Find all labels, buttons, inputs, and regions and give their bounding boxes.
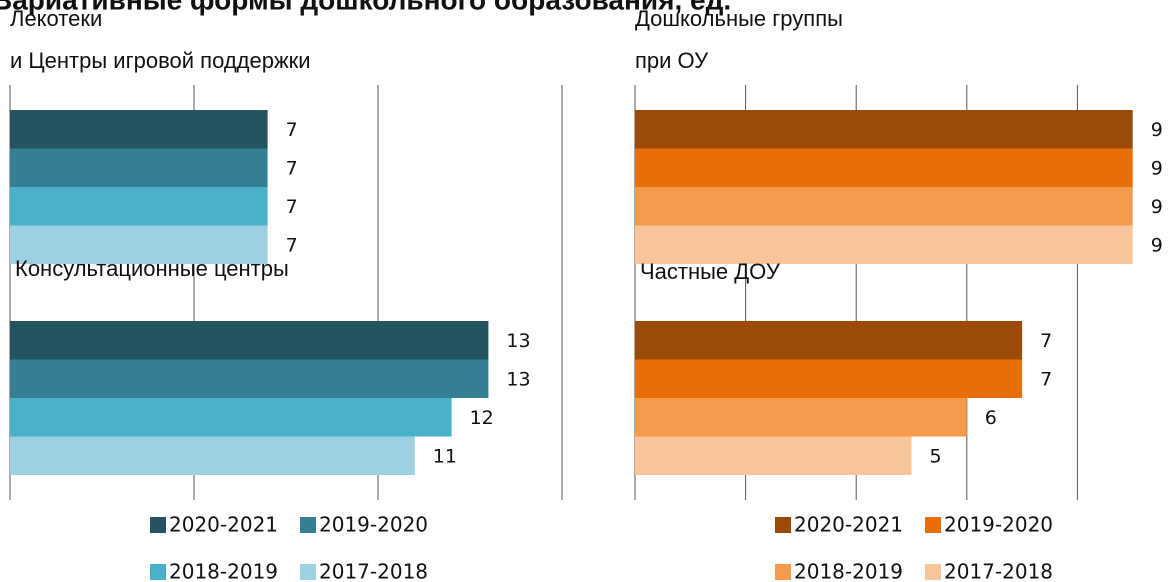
value-label: 9 <box>1151 157 1163 179</box>
value-label: 7 <box>1040 368 1052 390</box>
legend-label: 2020-2021 <box>169 513 278 537</box>
value-label: 7 <box>286 157 298 179</box>
value-label: 9 <box>1151 196 1163 218</box>
bar <box>10 187 268 226</box>
legend-label: 2019-2020 <box>319 513 428 537</box>
value-label: 12 <box>470 407 494 429</box>
bar <box>10 398 452 437</box>
subchart-title: при ОУ <box>635 48 709 73</box>
legend-swatch <box>150 517 166 533</box>
subchart-title: и Центры игровой поддержки <box>10 48 311 73</box>
bar <box>635 110 1133 149</box>
legend-swatch <box>300 517 316 533</box>
bar <box>635 436 912 475</box>
bar <box>635 398 967 437</box>
bar <box>635 321 1023 360</box>
value-label: 6 <box>985 407 997 429</box>
bar <box>635 359 1023 398</box>
legend-swatch <box>925 517 941 533</box>
value-label: 7 <box>286 234 298 256</box>
value-label: 9 <box>1151 234 1163 256</box>
subchart-title: Дошкольные группы <box>635 6 843 31</box>
legend-swatch <box>150 564 166 580</box>
legend-swatch <box>925 564 941 580</box>
value-label: 7 <box>286 119 298 141</box>
bar <box>635 187 1133 226</box>
value-label: 13 <box>506 330 530 352</box>
value-label: 11 <box>433 445 457 467</box>
legend-swatch <box>775 564 791 580</box>
subchart-title: Частные ДОУ <box>640 259 781 284</box>
legend-swatch <box>775 517 791 533</box>
bar <box>635 148 1133 187</box>
value-label: 9 <box>1151 119 1163 141</box>
value-label: 7 <box>1040 330 1052 352</box>
chart-title: Вариативные формы дошкольного образовани… <box>0 0 731 15</box>
subchart-title: Консультационные центры <box>15 256 289 281</box>
bar <box>10 110 268 149</box>
legend-label: 2018-2019 <box>169 560 278 582</box>
bar <box>10 321 489 360</box>
bar <box>10 148 268 187</box>
subchart-title: Лекотеки <box>10 6 102 31</box>
value-label: 5 <box>930 445 942 467</box>
value-label: 7 <box>286 196 298 218</box>
bar <box>10 359 489 398</box>
legend-label: 2018-2019 <box>794 560 903 582</box>
legend-label: 2017-2018 <box>319 560 428 582</box>
legend-label: 2020-2021 <box>794 513 903 537</box>
bar <box>635 225 1133 264</box>
legend-swatch <box>300 564 316 580</box>
bar <box>10 436 415 475</box>
legend-label: 2017-2018 <box>944 560 1053 582</box>
legend-label: 2019-2020 <box>944 513 1053 537</box>
value-label: 13 <box>506 368 530 390</box>
bar <box>10 225 268 264</box>
